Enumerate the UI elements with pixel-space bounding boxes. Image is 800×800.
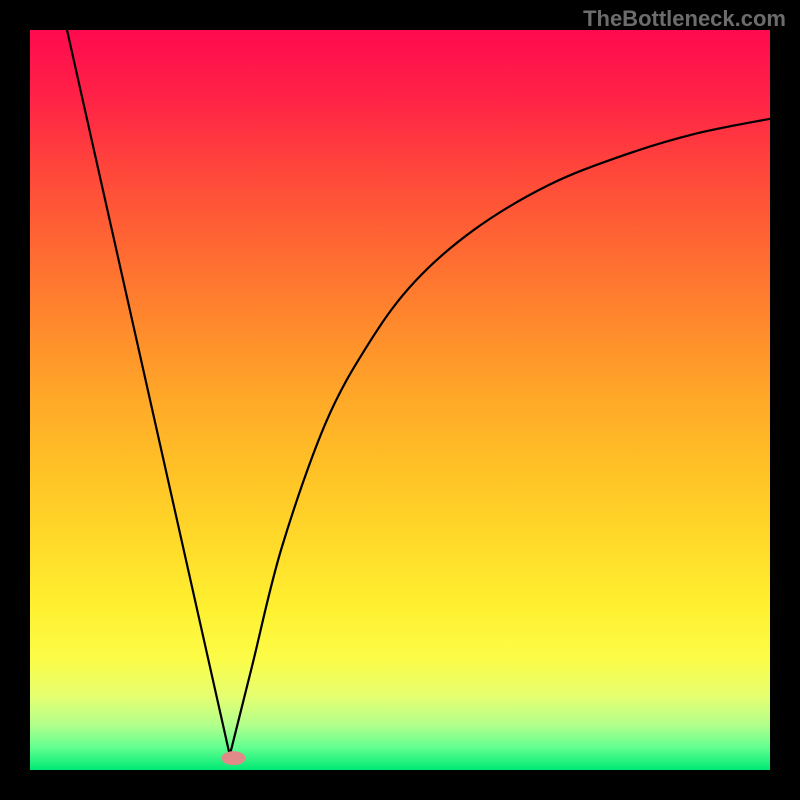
- chart-container: TheBottleneck.com: [0, 0, 800, 800]
- watermark-text: TheBottleneck.com: [583, 6, 786, 32]
- bottleneck-chart: [0, 0, 800, 800]
- plot-area: [30, 30, 770, 770]
- optimal-point-marker: [222, 751, 246, 765]
